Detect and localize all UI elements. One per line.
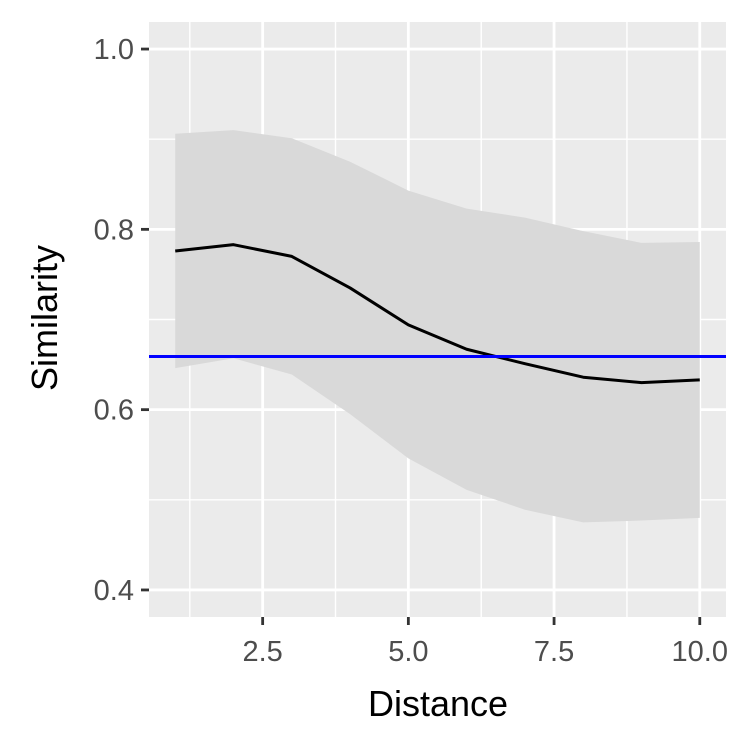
y-axis: 0.4 0.6 0.8 1.0 [94,34,149,607]
similarity-line [175,243,700,385]
x-axis-title: Distance [368,683,508,724]
x-tick-label: 5.0 [388,636,428,668]
y-tick-label: 0.4 [94,575,134,607]
series-line-layer [175,243,700,385]
y-axis-title: Similarity [24,245,65,391]
x-tick-label: 10.0 [672,636,728,668]
y-tick-label: 0.8 [94,214,134,246]
confidence-band [175,130,700,523]
x-axis: 2.5 5.0 7.5 10.0 [242,617,728,668]
x-tick-label: 2.5 [242,636,282,668]
confidence-band-layer [175,130,700,523]
y-tick-label: 1.0 [94,34,134,66]
x-tick-label: 7.5 [534,636,574,668]
y-tick-label: 0.6 [94,395,134,427]
